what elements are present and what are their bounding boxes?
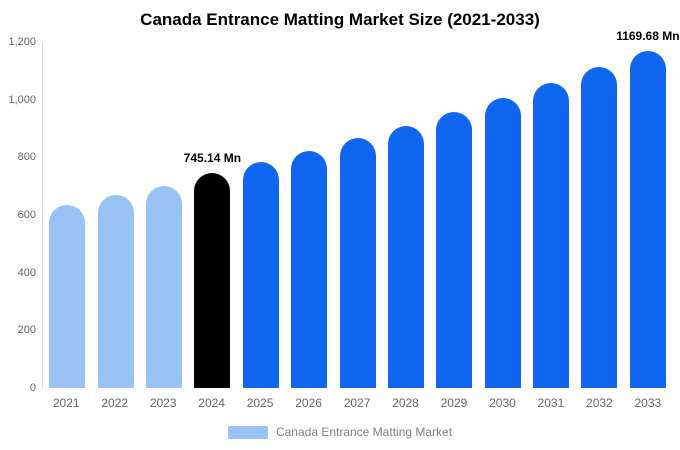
bar-2032 (581, 67, 618, 388)
x-axis-tick-label: 2027 (343, 396, 371, 410)
bar-slot (575, 42, 623, 388)
legend-label: Canada Entrance Matting Market (275, 425, 453, 439)
y-axis-tick-label: 600 (17, 209, 36, 221)
bar-slot (527, 42, 575, 388)
bar-slot: 745.14 Mn (184, 42, 241, 388)
y-axis-tick-label: 1,200 (8, 36, 36, 48)
x-axis: 2021 2022 2023 2024 2025 2026 2027 2028 2029 2030… (42, 396, 672, 410)
y-axis-tick-label: 400 (17, 266, 36, 279)
x-axis-tick-label: 2031 (537, 396, 565, 410)
x-axis-tick-label: 2021 (52, 396, 80, 410)
y-axis-tick-label: 1,000 (8, 93, 36, 106)
bar-2022 (97, 195, 134, 388)
bar-slot (91, 42, 139, 388)
bar-slot (479, 42, 527, 388)
y-axis-tick-label: 0 (29, 382, 36, 394)
bar-2033 (629, 50, 666, 388)
chart-title: Canada Entrance Matting Market Size (202… (140, 10, 540, 29)
bar-2028 (387, 125, 424, 388)
bar-2025 (242, 162, 279, 388)
bar-2027 (339, 138, 376, 388)
x-axis-tick-label: 2023 (149, 396, 177, 410)
bar-slot (430, 42, 478, 388)
bar-2024 (194, 173, 231, 388)
bar-2026 (291, 150, 328, 388)
plot-area: 745.14 Mn 1169.68 Mn (42, 29, 680, 388)
x-axis-tick-label: 2024 (198, 396, 225, 410)
x-axis-tick-label: 2022 (101, 396, 129, 410)
bar-slot (140, 42, 188, 388)
x-axis-tick-label: 2032 (586, 396, 613, 410)
bars-container: 745.14 Mn 1169.68 Mn (43, 29, 680, 388)
bar-value-label: 745.14 Mn (183, 151, 242, 166)
y-axis-tick-label: 200 (17, 324, 36, 337)
bar-slot: 1169.68 Mn (616, 29, 680, 388)
x-axis-tick-label: 2028 (392, 396, 419, 410)
bar-slot (237, 42, 285, 388)
bar-slot (382, 42, 430, 388)
bar-2030 (484, 97, 521, 388)
bar-value-label: 1169.68 Mn (616, 28, 680, 43)
legend-item[interactable]: Canada Entrance Matting Market (0, 425, 680, 439)
bar-2021 (49, 204, 86, 388)
bar-slot (333, 42, 381, 388)
bar-2029 (436, 112, 473, 388)
bar-slot (285, 42, 333, 388)
x-axis-tick-label: 2033 (634, 396, 662, 410)
x-axis-tick-label: 2025 (246, 396, 274, 410)
bar-slot (43, 42, 91, 388)
bar-2031 (533, 82, 570, 388)
legend-swatch (227, 425, 268, 439)
x-axis-tick-label: 2026 (295, 396, 322, 410)
y-axis-tick-label: 800 (17, 151, 36, 164)
bar-2023 (145, 185, 182, 388)
x-axis-tick-label: 2029 (440, 396, 468, 410)
x-axis-tick-label: 2030 (489, 396, 516, 410)
